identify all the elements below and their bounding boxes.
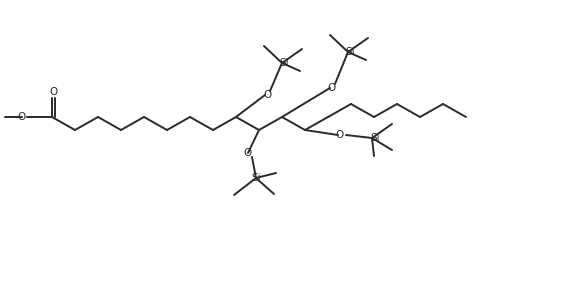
Text: O: O [336,130,344,140]
Text: Si: Si [345,47,355,57]
Text: Si: Si [279,58,289,68]
Text: Si: Si [251,173,261,183]
Text: O: O [244,148,252,158]
Text: O: O [49,87,57,97]
Text: O: O [263,90,271,100]
Text: Si: Si [370,133,380,143]
Text: O: O [18,112,26,122]
Text: O: O [328,83,336,93]
